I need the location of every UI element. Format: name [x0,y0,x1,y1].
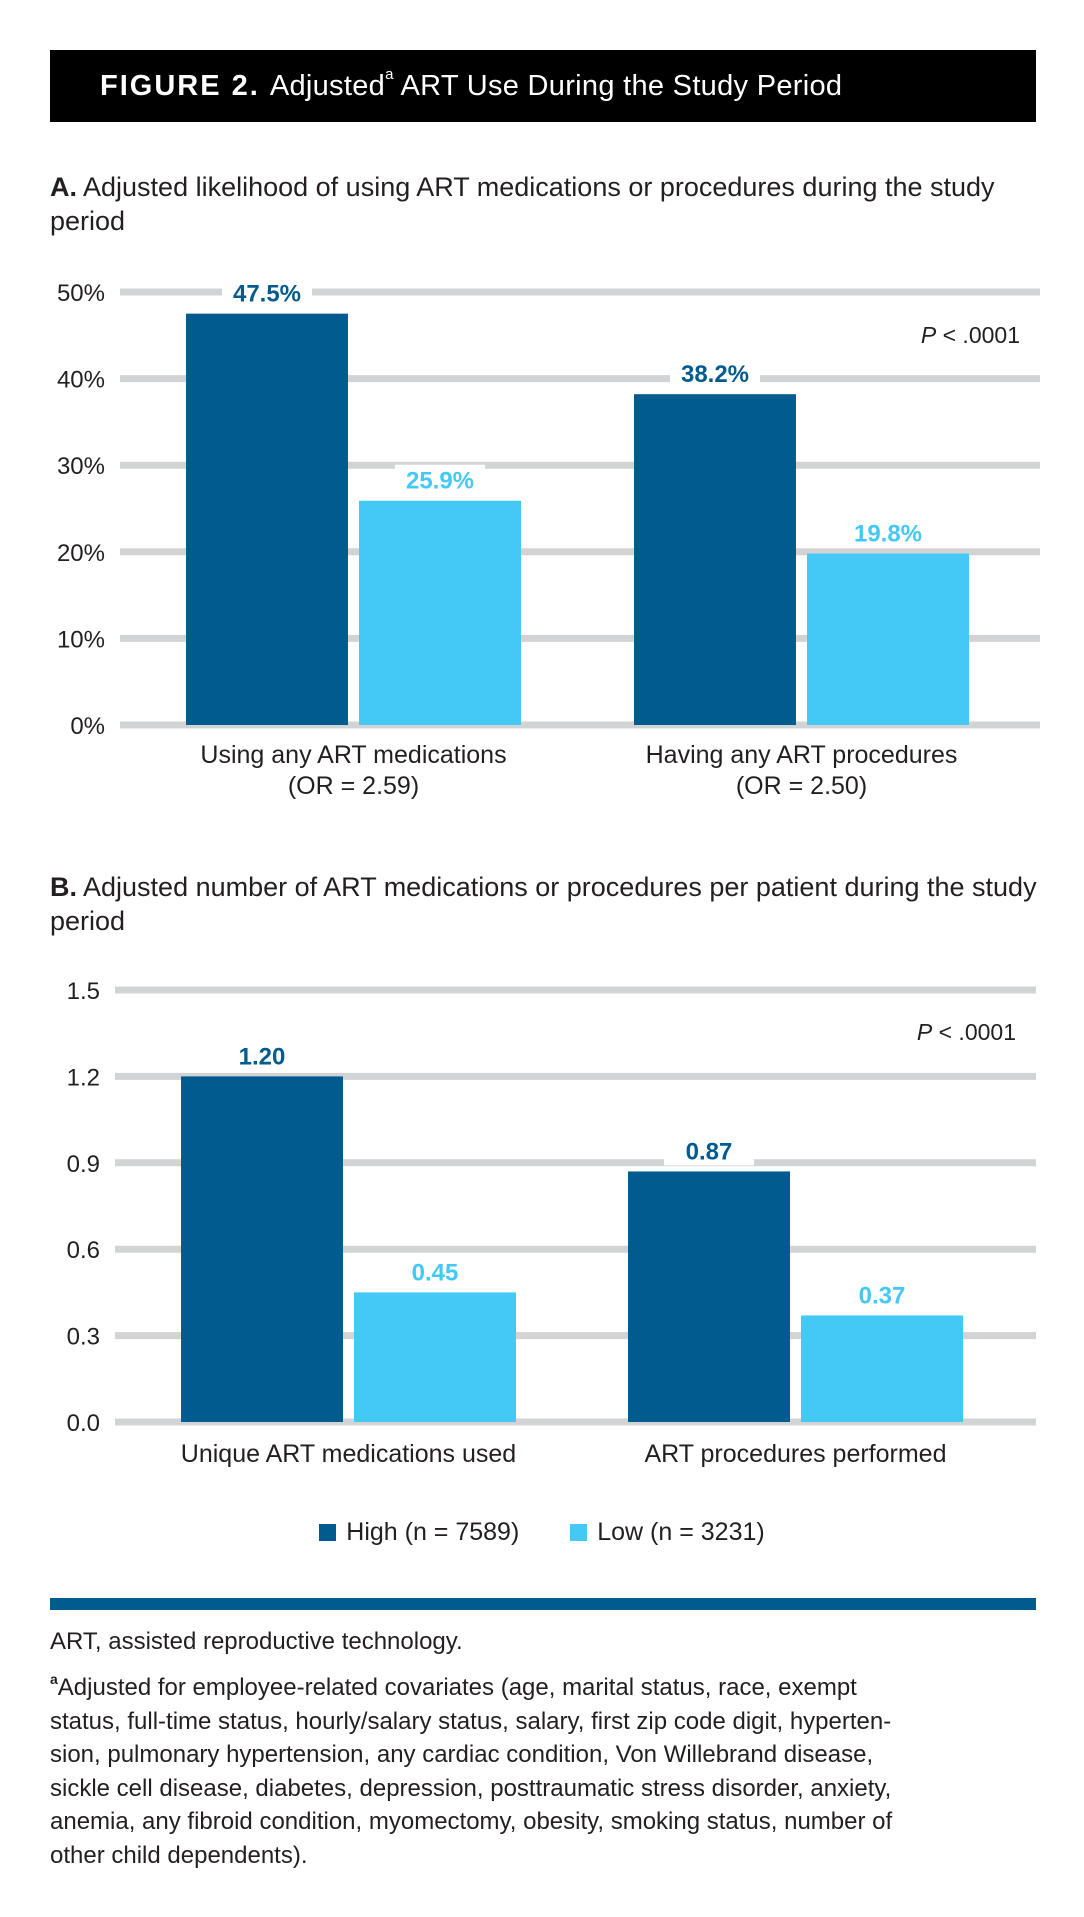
data-label: 0.37 [859,1282,906,1309]
panel-b-title: B. Adjusted number of ART medications or… [50,870,1040,938]
x-category-label: Unique ART medications used [181,1440,516,1468]
figure-title-pre: Adjusted [269,69,386,102]
footnote-line: anemia, any fibroid condition, myomectom… [50,1808,893,1835]
data-label-bg [395,464,485,495]
data-label-bg [837,1279,927,1310]
data-label: 0.45 [412,1259,459,1286]
panel-a-chart: 0% 10% 20% 30% 40% 50% 47.5% 25.9% Using any ART… [57,277,1040,800]
bar-low [807,553,969,725]
bar-high [634,394,796,725]
data-label-bg [664,1135,754,1166]
panel-b-title-text: Adjusted number of ART medications or pr… [50,872,1037,936]
figure-title-banner: FIGURE 2. Adjusteda ART Use During the S… [50,50,1036,122]
y-tick-label: 20% [57,540,105,567]
footnote-line: other child dependents). [50,1841,308,1869]
x-category-label: Using any ART medications [200,741,506,769]
legend-swatch-high [319,1524,337,1541]
panel-b-chart: 0.0 0.3 0.6 0.9 1.2 1.5 1.20 0.45 Unique ART med… [67,978,1036,1468]
x-category-label: Having any ART procedures [646,741,958,769]
figure-title-post: ART Use During the Study Period [393,69,843,102]
panel-a-label: A. [50,172,77,202]
figure-label: FIGURE 2. [100,69,260,102]
data-label: 47.5% [233,281,301,308]
data-label-bg [390,1256,480,1287]
legend-label-low: Low (n = 3231) [597,1518,765,1546]
legend-label-high: High (n = 7589) [346,1518,520,1546]
bar-low [354,1292,516,1422]
footnote-line: Adjusted for employee-related covariates… [57,1674,857,1701]
data-label: 0.87 [686,1138,733,1165]
bar-high [181,1076,343,1422]
y-tick-label: 0.6 [67,1237,100,1264]
legend-swatch-low [570,1524,588,1541]
bar-high [628,1171,790,1422]
y-tick-label: 0.9 [67,1151,100,1178]
data-label: 25.9% [406,468,474,495]
y-tick-label: 1.2 [67,1064,100,1091]
x-category-label: (OR = 2.59) [288,772,419,800]
figure-title: Adjusteda ART Use During the Study Perio… [269,66,843,103]
footnote-line: sion, pulmonary hypertension, any cardia… [50,1741,874,1768]
legend: High (n = 7589) Low (n = 3231) [0,1518,1084,1548]
legend-item-high: High (n = 7589) [319,1518,519,1547]
y-tick-label: 50% [57,280,105,307]
bar-low [801,1315,963,1422]
section-divider [50,1598,1036,1610]
figure-title-superscript: a [385,65,394,83]
p-value-annotation: P < .0001 [917,1019,1016,1045]
data-label-bg [222,277,312,308]
legend-item-low: Low (n = 3231) [570,1518,765,1547]
bar-low [359,500,521,725]
data-label: 1.20 [239,1043,286,1070]
p-value-annotation: P < .0001 [921,322,1020,348]
abbreviation-note: ART, assisted reproductive technology. [50,1628,463,1655]
footnote-line: sickle cell disease, diabetes, depressio… [50,1774,892,1802]
y-tick-label: 10% [57,626,105,653]
data-label-bg [670,358,760,389]
footnote: aAdjusted for employee-related covariate… [50,1665,1040,1872]
y-tick-label: 0.3 [67,1324,100,1351]
panel-a-title: A. Adjusted likelihood of using ART medi… [50,170,1040,238]
y-tick-label: 0% [70,713,105,740]
y-tick-label: 30% [57,453,105,480]
x-category-label: (OR = 2.50) [736,772,867,800]
y-tick-label: 40% [57,367,105,394]
footnote-marker: a [50,1671,58,1687]
data-label-bg [843,517,933,548]
data-label: 19.8% [854,521,922,548]
footnote-line: status, full-time status, hourly/salary … [50,1707,892,1735]
data-label: 38.2% [681,361,749,388]
panel-b-label: B. [50,872,77,902]
x-category-label: ART procedures performed [644,1440,946,1468]
y-tick-label: 1.5 [67,978,100,1005]
panel-a-title-text: Adjusted likelihood of using ART medicat… [50,172,995,236]
y-tick-label: 0.0 [67,1410,100,1437]
bar-high [186,313,348,725]
data-label-bg [217,1040,307,1071]
